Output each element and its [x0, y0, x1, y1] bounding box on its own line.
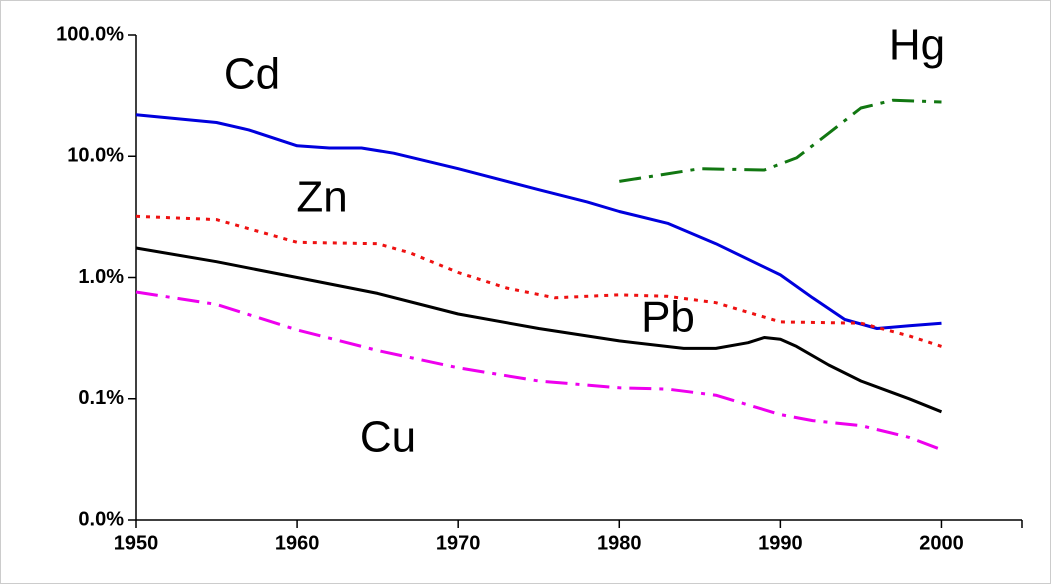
series-line [135, 246, 943, 414]
x-tick-label: 1960 [275, 532, 320, 554]
series-line [619, 98, 942, 183]
y-tick-label: 1.0% [78, 266, 124, 288]
y-tick-label: 0.1% [78, 387, 124, 409]
series-label: Cu [360, 413, 416, 462]
series-line [135, 290, 943, 452]
y-tick-label: 100.0% [56, 23, 124, 45]
y-tick-label: 10.0% [67, 145, 124, 167]
series-label: Hg [889, 21, 945, 70]
x-tick-label: 1950 [114, 532, 159, 554]
series-line [135, 113, 942, 330]
x-tick-label: 1980 [597, 532, 642, 554]
x-tick-label: 1970 [436, 532, 481, 554]
series-label: Pb [641, 293, 695, 342]
series-line [135, 214, 942, 348]
x-tick-label: 1990 [758, 532, 803, 554]
y-tick-label: 0.0% [78, 508, 124, 530]
series-label: Cd [224, 50, 280, 99]
x-tick-label: 2000 [919, 532, 964, 554]
series-label: Zn [296, 173, 347, 222]
